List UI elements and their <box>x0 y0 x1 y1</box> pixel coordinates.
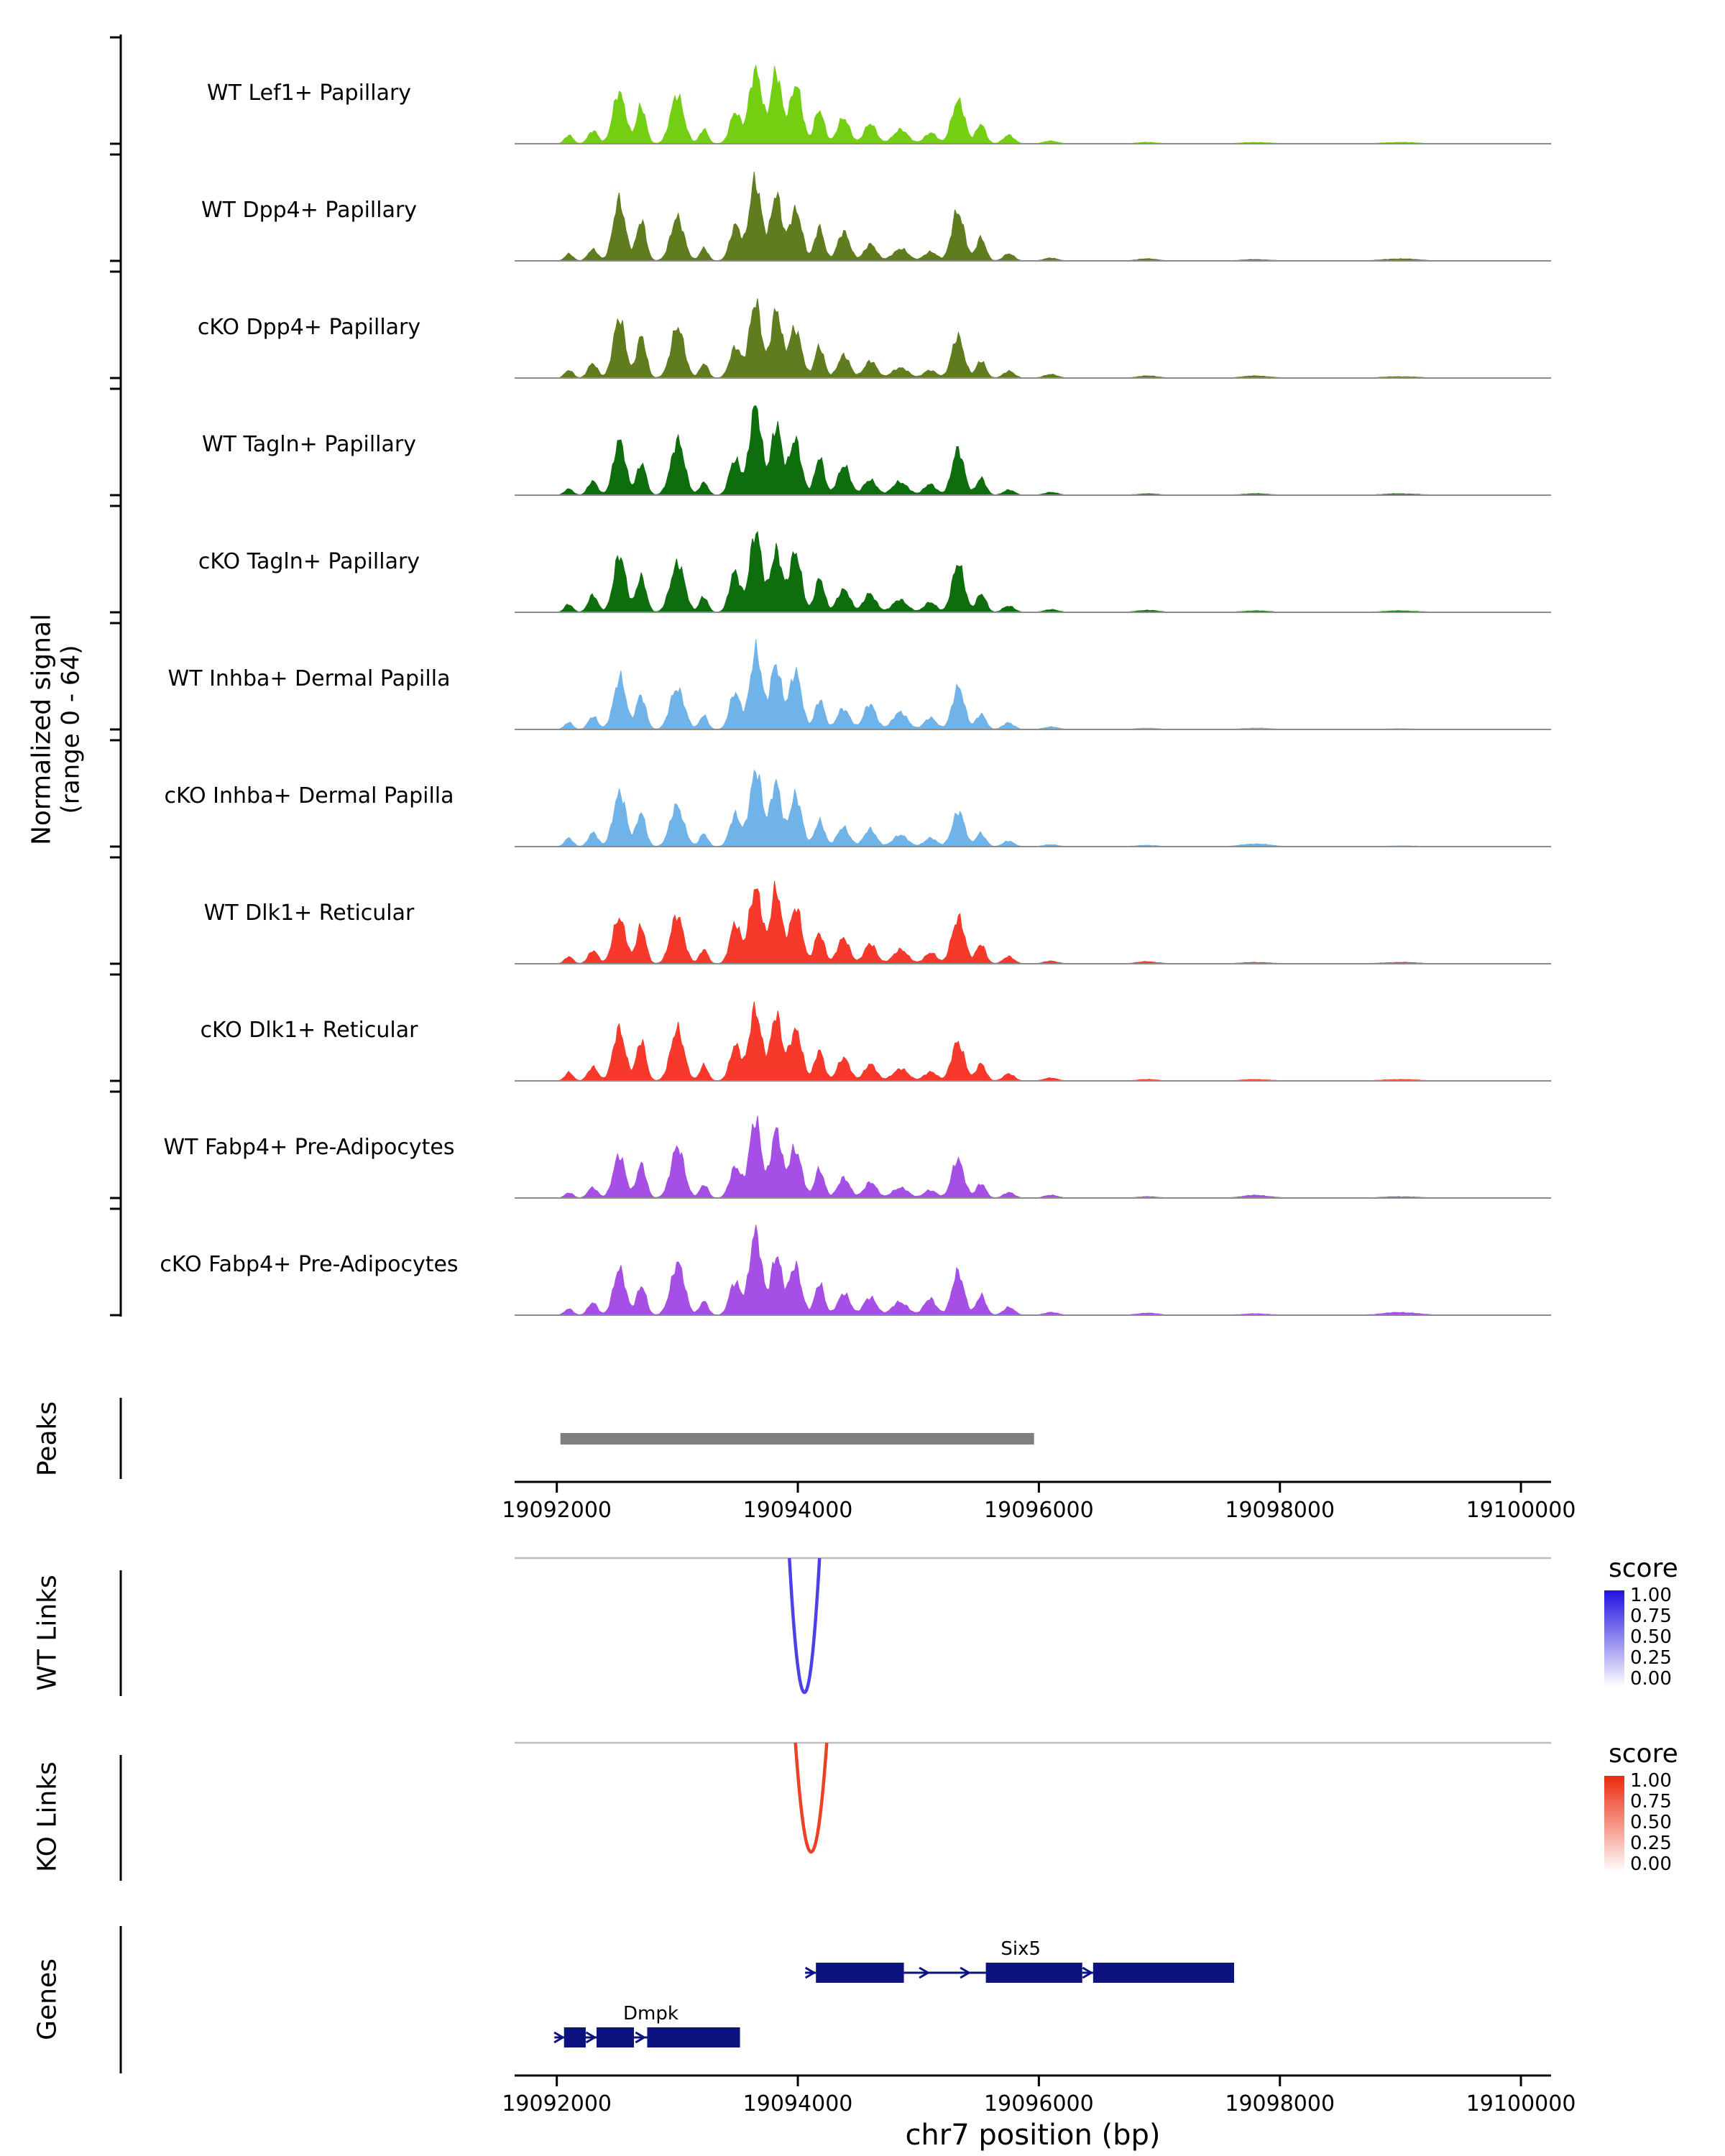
track-label: WT Fabp4+ Pre-Adipocytes <box>163 1135 455 1160</box>
gene-strand-arrow <box>585 2031 597 2044</box>
gene-strand-arrow <box>804 1966 816 1979</box>
gene-strand-arrow <box>919 1966 931 1979</box>
x-axis-tick-label: 19096000 <box>984 2091 1094 2116</box>
peaks-section-label: Peaks <box>32 1401 63 1477</box>
wt-score-legend-tick: 0.50 <box>1630 1626 1672 1648</box>
signal-area-1 <box>515 64 1551 144</box>
ko-score-legend-tick: 0.75 <box>1630 1791 1672 1812</box>
genes-section-label: Genes <box>32 1958 63 2040</box>
x-axis-tick-label: 19094000 <box>742 2091 853 2116</box>
wt-score-legend: score 1.00 0.75 0.50 0.25 0.00 <box>1604 1554 1719 1692</box>
signal-axis-label-line1: Normalized signal <box>27 613 57 846</box>
x-axis-tick-label: 19098000 <box>1225 2091 1335 2116</box>
gene-exon <box>1092 1963 1235 1983</box>
wt-links-section-label: WT Links <box>32 1575 63 1691</box>
track-label: cKO Dpp4+ Papillary <box>197 315 421 340</box>
ko-score-legend-tick: 0.25 <box>1630 1833 1672 1854</box>
gene-name-label: Dmpk <box>623 2003 678 2024</box>
ko-score-legend-title: score <box>1609 1739 1678 1769</box>
wt-link-arc <box>788 1557 822 1694</box>
x-axis-tick-label: 19096000 <box>984 1498 1094 1523</box>
x-axis-tick-label: 19098000 <box>1225 1498 1335 1523</box>
wt-score-gradient-bar <box>1604 1590 1624 1687</box>
track-label: WT Tagln+ Papillary <box>202 432 416 457</box>
signal-area-2 <box>515 172 1551 262</box>
gene-strand-arrow <box>1082 1966 1094 1979</box>
track-label: WT Lef1+ Papillary <box>206 80 412 106</box>
ko-score-gradient-bar <box>1604 1776 1624 1872</box>
x-axis-tick-label: 19092000 <box>502 1498 612 1523</box>
gene-name-label: Six5 <box>1000 1938 1041 1960</box>
signal-area-11 <box>515 1225 1551 1316</box>
x-axis-tick-label: 19100000 <box>1466 2091 1576 2116</box>
gene-strand-arrow <box>960 1966 972 1979</box>
ko-score-legend-tick: 0.00 <box>1630 1853 1672 1875</box>
track-label: cKO Tagln+ Papillary <box>198 549 420 574</box>
wt-score-legend-tick: 0.00 <box>1630 1668 1672 1690</box>
wt-score-legend-tick: 0.75 <box>1630 1606 1672 1627</box>
ko-score-legend-tick: 0.50 <box>1630 1812 1672 1833</box>
wt-score-legend-ticks: 1.00 0.75 0.50 0.25 0.00 <box>1630 1586 1672 1688</box>
gene-exon <box>647 2027 740 2047</box>
track-label: cKO Inhba+ Dermal Papilla <box>164 783 454 808</box>
track-label: cKO Fabp4+ Pre-Adipocytes <box>160 1252 459 1277</box>
signal-area-9 <box>515 1001 1551 1082</box>
x-axis-tick-label: 19094000 <box>742 1498 853 1523</box>
ko-score-legend: score 1.00 0.75 0.50 0.25 0.00 <box>1604 1739 1719 1878</box>
wt-score-legend-tick: 0.25 <box>1630 1647 1672 1669</box>
wt-score-legend-tick: 1.00 <box>1630 1585 1672 1606</box>
x-axis-tick-label: 19100000 <box>1466 1498 1576 1523</box>
track-label: WT Dlk1+ Reticular <box>203 900 415 926</box>
track-label: WT Inhba+ Dermal Papilla <box>167 666 451 691</box>
x-axis-title: chr7 position (bp) <box>905 2119 1161 2152</box>
ko-score-legend-tick: 1.00 <box>1630 1770 1672 1792</box>
ko-score-legend-ticks: 1.00 0.75 0.50 0.25 0.00 <box>1630 1772 1672 1874</box>
gene-strand-arrow <box>553 2031 566 2044</box>
gene-strand-arrow <box>635 2031 647 2044</box>
signal-area-4 <box>515 405 1551 496</box>
x-axis-tick-label: 19092000 <box>502 2091 612 2116</box>
signal-area-8 <box>515 880 1551 964</box>
signal-area-3 <box>515 298 1551 379</box>
signal-area-5 <box>515 530 1551 613</box>
gene-exon <box>597 2027 634 2047</box>
wt-score-legend-title: score <box>1609 1554 1678 1583</box>
signal-area-10 <box>515 1115 1551 1199</box>
gene-exon <box>816 1963 904 1983</box>
gene-exon <box>985 1963 1082 1983</box>
track-label: cKO Dlk1+ Reticular <box>200 1018 418 1043</box>
peak-interval-bar <box>560 1433 1034 1445</box>
signal-area-6 <box>515 639 1551 730</box>
ko-link-arc <box>794 1742 829 1853</box>
signal-area-7 <box>515 769 1551 847</box>
signal-axis-label-line2: (range 0 - 64) <box>56 645 86 814</box>
ko-links-section-label: KO Links <box>32 1761 63 1872</box>
signal-axis-label: Normalized signal (range 0 - 64) <box>27 614 86 845</box>
track-label: WT Dpp4+ Papillary <box>201 198 418 223</box>
gene-exon <box>564 2027 586 2047</box>
